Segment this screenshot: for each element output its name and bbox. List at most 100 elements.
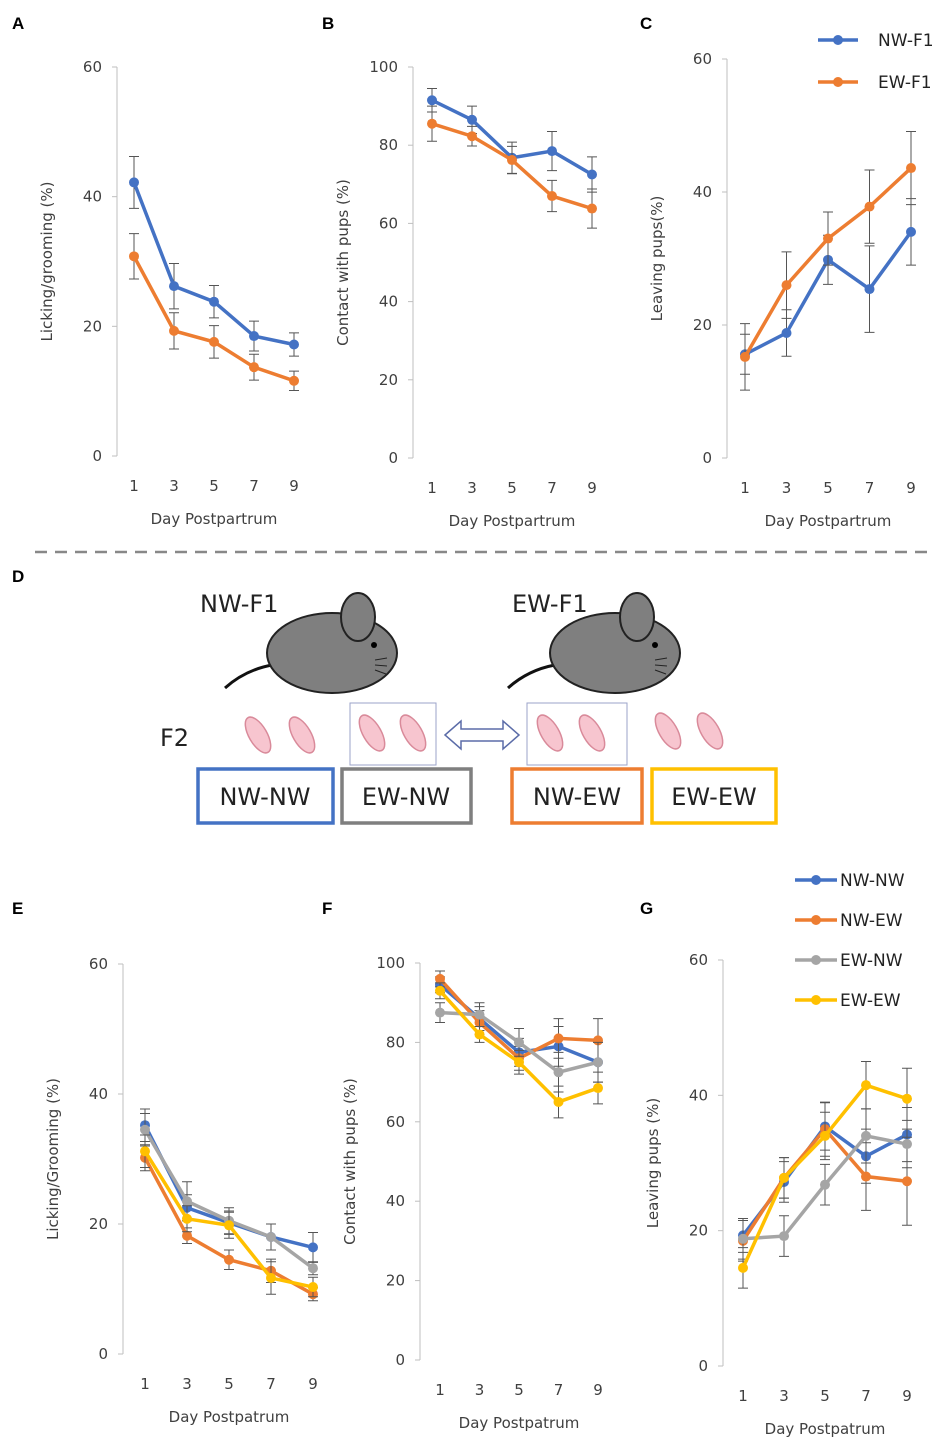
mother-label: EW-F1 [512, 590, 588, 618]
panel-label: C [640, 14, 652, 33]
y-tick-label: 0 [92, 447, 102, 465]
group-label: NW-NW [219, 783, 310, 811]
legend-marker [811, 915, 821, 925]
data-point [906, 226, 916, 237]
panel-label: F [322, 899, 332, 918]
diagram: D NW-F1 EW-F1 F2 [12, 567, 778, 825]
data-point [182, 1230, 192, 1241]
data-point [289, 375, 299, 386]
data-point [467, 131, 477, 142]
panel-label: B [322, 14, 334, 33]
data-point [902, 1093, 912, 1104]
y-tick-label: 0 [98, 1345, 108, 1363]
legend-label: NW-EW [840, 911, 903, 931]
data-point [129, 177, 139, 188]
y-tick-label: 60 [689, 951, 708, 969]
series-line [143, 1128, 315, 1270]
legend-label: NW-NW [840, 871, 905, 891]
data-point [740, 351, 750, 362]
generation-label: F2 [160, 724, 189, 752]
data-point [249, 331, 259, 342]
x-tick-label: 5 [224, 1375, 234, 1393]
data-point [169, 281, 179, 292]
data-point [467, 114, 477, 125]
group-label: EW-NW [362, 783, 450, 811]
mouse [223, 592, 398, 694]
y-tick-label: 40 [379, 293, 398, 311]
series-line [132, 181, 295, 347]
data-point [182, 1196, 192, 1207]
data-point [861, 1171, 871, 1182]
data-point [514, 1037, 524, 1048]
data-point [781, 327, 792, 338]
data-point [738, 1262, 748, 1273]
y-tick-label: 0 [395, 1351, 405, 1369]
panel-label: E [12, 899, 23, 918]
y-tick-label: 60 [693, 50, 712, 68]
y-tick-label: 40 [386, 1192, 405, 1210]
series-line [132, 255, 295, 383]
data-point [547, 146, 557, 157]
y-axis-label: Contact with pups (%) [341, 1078, 359, 1245]
x-axis-label: Day Postpartrum [151, 510, 278, 528]
legend-marker [833, 77, 843, 87]
x-tick-label: 7 [547, 479, 557, 497]
data-point [820, 1130, 830, 1141]
data-point [820, 1179, 830, 1190]
data-point [289, 339, 299, 350]
legend-label: EW-F1 [878, 73, 932, 93]
x-axis-label: Day Postpartrum [765, 512, 892, 530]
data-point [209, 336, 219, 347]
group-box [510, 767, 644, 825]
data-point [514, 1057, 524, 1068]
y-axis-label: Leaving pups (%) [644, 1098, 662, 1228]
data-point [593, 1083, 603, 1094]
mother-label: NW-F1 [200, 590, 278, 618]
x-tick-label: 3 [467, 479, 477, 497]
y-tick-label: 0 [388, 449, 398, 467]
data-point [861, 1080, 871, 1091]
panel-label: A [12, 14, 24, 33]
x-tick-label: 1 [427, 479, 437, 497]
x-tick-label: 5 [514, 1381, 524, 1399]
legend-label: EW-NW [840, 951, 903, 971]
data-point [861, 1130, 871, 1141]
data-point [474, 1029, 485, 1040]
y-axis-label: Leaving pups(%) [648, 196, 666, 322]
panel-label: D [12, 567, 24, 586]
data-point [864, 201, 875, 212]
x-tick-label: 1 [129, 477, 139, 495]
legend-marker [833, 35, 843, 45]
data-point [140, 1146, 150, 1157]
x-tick-label: 3 [782, 479, 792, 497]
x-tick-label: 9 [587, 479, 597, 497]
x-tick-label: 5 [823, 479, 833, 497]
data-point [738, 1233, 748, 1244]
y-axis-label: Licking/Grooming (%) [44, 1078, 62, 1240]
data-point [435, 985, 445, 996]
y-tick-label: 0 [698, 1357, 708, 1375]
legend-marker [811, 955, 821, 965]
data-point [864, 284, 875, 295]
swap-box [526, 702, 628, 766]
x-tick-label: 3 [779, 1387, 789, 1405]
y-tick-label: 60 [83, 58, 102, 76]
data-point [823, 233, 833, 244]
data-point [587, 169, 597, 180]
data-point [308, 1282, 318, 1293]
y-tick-label: 80 [386, 1033, 405, 1051]
x-tick-label: 9 [289, 477, 299, 495]
legend-label: EW-EW [840, 991, 901, 1011]
x-tick-label: 7 [554, 1381, 564, 1399]
x-tick-label: 7 [861, 1387, 871, 1405]
y-tick-label: 40 [693, 183, 712, 201]
x-tick-label: 3 [475, 1381, 485, 1399]
x-tick-label: 5 [820, 1387, 830, 1405]
swap-arrow [443, 719, 521, 751]
group-label: EW-EW [671, 783, 756, 811]
x-axis-label: Day Postpatrum [765, 1420, 886, 1438]
x-tick-label: 9 [308, 1375, 318, 1393]
y-tick-label: 20 [693, 316, 712, 334]
data-point [435, 973, 445, 984]
